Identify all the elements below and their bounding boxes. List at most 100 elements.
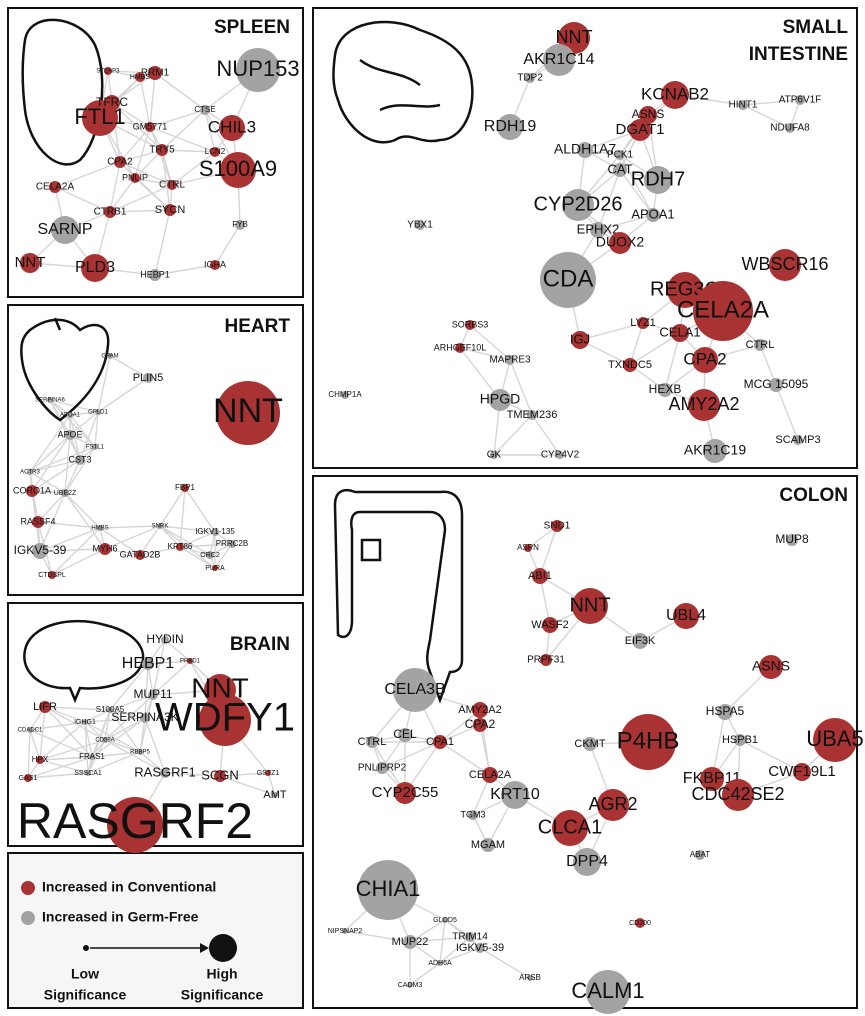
gene-node: RASGRF1 [134, 764, 195, 779]
node-label: CTRL [159, 180, 186, 191]
gene-node: HSPA5 [706, 704, 745, 720]
node-label: GLOD5 [433, 917, 457, 924]
node-label: NNT [15, 254, 46, 271]
node-label: STEAP3 [96, 69, 120, 75]
node-label: GAS1 [19, 775, 38, 782]
gene-node: CD200 [629, 918, 651, 928]
node-label: UBE2Z [54, 490, 77, 497]
node-label: RDH19 [484, 118, 537, 135]
node-label: NNT [569, 594, 610, 616]
high-dot [209, 934, 237, 962]
gene-node: CYP2C55 [372, 782, 439, 804]
node-label: TMEM236 [507, 409, 558, 421]
node-label: DUOX2 [596, 234, 644, 250]
gene-node: SCGN [201, 767, 239, 782]
node-label: RBBP5 [130, 750, 150, 756]
node-label: CPA2 [107, 157, 133, 168]
gene-node: ADH6A [428, 960, 452, 967]
gene-node: GM5771 [133, 121, 168, 132]
gene-node: PNLIPRP2 [358, 762, 407, 774]
panel-title: SPLEEN [214, 17, 290, 38]
node-label: IGKV5-39 [456, 942, 504, 954]
node-label: ATP6V1F [779, 95, 822, 106]
gene-node: FRAS1 [79, 752, 105, 761]
node-label: IGHG1 [74, 719, 96, 726]
node-label: TDP2 [517, 73, 543, 84]
gene-node: HEBP1 [122, 655, 175, 672]
gene-node: ATP6V1F [779, 95, 822, 106]
high-label: Significance [181, 987, 264, 1003]
node-label: FSTL1 [86, 445, 105, 451]
legend-label: Increased in Germ-Free [42, 909, 199, 925]
node-label: CDADC1 [18, 728, 43, 734]
node-label: KCNAB2 [641, 84, 709, 103]
legend-swatch [21, 881, 35, 895]
gene-node: HINT1 [729, 100, 758, 111]
gene-node: CST3 [68, 454, 91, 465]
gene-node: CPA2 [107, 156, 133, 168]
gene-node: RBBP5 [130, 749, 150, 756]
gene-node: PRKD1 [180, 658, 201, 665]
node-label: CDC42SE2 [691, 784, 784, 804]
node-label: UBA5 [806, 726, 863, 751]
legend-swatch [21, 911, 35, 925]
node-label: PLD3 [75, 259, 115, 276]
gene-node: HMBS [91, 525, 108, 532]
gene-node: FYB [232, 220, 248, 230]
node-label: SNRK [152, 524, 169, 530]
node-label: TGM3 [460, 809, 485, 819]
node-label: GSTZ1 [257, 770, 280, 777]
node-label: ABAT [690, 850, 710, 859]
node-label: MGAM [471, 839, 505, 851]
node-label: IGJ [570, 331, 590, 346]
node-label: TFRC [96, 95, 128, 109]
gene-node: GLOD5 [433, 917, 457, 924]
node-label: LCN2 [205, 147, 226, 156]
node-label: CPA1 [426, 736, 454, 748]
node-label: CTSE [194, 105, 215, 114]
node-label: HSPB1 [722, 734, 758, 746]
node-label: NUP153 [216, 56, 299, 81]
node-label: SCAMP3 [775, 434, 820, 446]
gene-node: STEAP3 [96, 67, 120, 75]
gene-node: GK [487, 450, 502, 461]
gene-node: ABAT [690, 850, 710, 860]
gene-node: CEL [393, 727, 417, 742]
node-label: CTRL [358, 736, 387, 748]
node-label: HEBP1 [122, 655, 175, 672]
figure: SPLEENNUP153FTL1CHIL3S100A9SARNPNNTPLD3T… [0, 0, 865, 1016]
node-label: CEL [393, 727, 417, 741]
gene-node: PLIN5 [133, 372, 164, 384]
node-label: LIFR [33, 701, 57, 713]
node-label: ORC2 [200, 552, 220, 559]
node-label: PCK1 [607, 150, 634, 161]
node-label: CTRL [746, 339, 775, 351]
gene-node: HPX [32, 755, 49, 764]
node-label: SORBS3 [452, 319, 489, 329]
gene-node: CTRL [159, 180, 186, 191]
gene-node: KRT86 [168, 542, 193, 551]
gene-node: HMBS [130, 72, 151, 82]
node-label: ASNS [632, 107, 665, 121]
node-label: ABI1 [528, 570, 552, 582]
gene-node: ASPN [517, 543, 539, 552]
gene-node: APOE [57, 429, 82, 440]
legend-label: Increased in Conventional [42, 879, 216, 895]
node-label: IGKV1-135 [195, 527, 235, 536]
gene-node: CPA1 [426, 735, 454, 749]
gene-node: CTSE [194, 105, 215, 115]
gene-node: TMEM236 [507, 409, 558, 421]
gene-node: PRRC2B [216, 539, 248, 548]
gene-node: SYCN [155, 204, 186, 216]
node-label: MUP11 [133, 687, 172, 701]
node-label: EIF3K [625, 635, 656, 647]
node-label: HEBP1 [140, 269, 170, 279]
gene-node: IGHA [204, 259, 226, 270]
gene-node: GSTZ1 [257, 770, 280, 777]
node-label: HMBS [130, 74, 151, 81]
gene-node: LCN2 [205, 147, 226, 157]
gene-node: MUP11 [133, 687, 172, 701]
gene-node: CYP4V2 [541, 450, 580, 461]
gene-node: IGKV5-39 [14, 543, 67, 559]
node-label: AMT [263, 789, 287, 801]
